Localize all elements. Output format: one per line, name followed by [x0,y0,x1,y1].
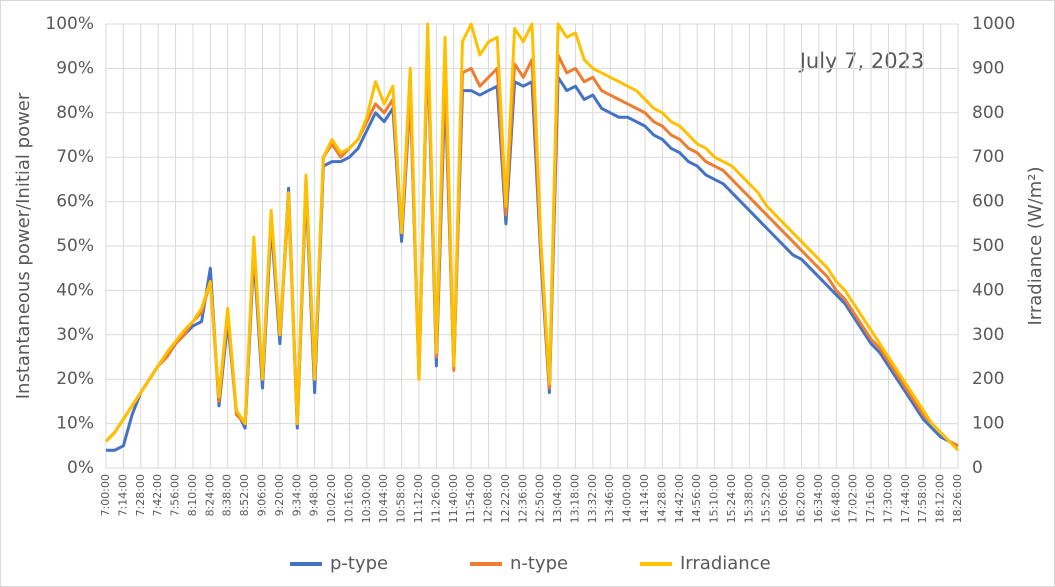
y-tick-label: 0% [67,458,94,478]
x-tick-label: 13:18:00 [568,474,581,523]
x-tick-label: 9:48:00 [308,474,321,516]
x-tick-label: 10:58:00 [395,474,408,523]
x-tick-label: 14:00:00 [621,474,634,523]
x-tick-label: 8:24:00 [203,474,216,516]
y-tick-label: 10% [56,414,94,434]
x-tick-label: 12:08:00 [482,474,495,523]
annotation: July 7, 2023 [798,49,925,73]
x-tick-label: 9:20:00 [273,474,286,516]
y2-tick-label: 1000 [972,14,1015,34]
x-tick-label: 7:00:00 [99,474,112,516]
x-tick-label: 10:16:00 [342,474,355,523]
x-tick-label: 8:52:00 [238,474,251,516]
x-tick-label: 17:58:00 [916,474,929,523]
x-tick-label: 18:26:00 [951,474,964,523]
x-tick-label: 17:02:00 [847,474,860,523]
y-tick-label: 40% [56,280,94,300]
x-tick-label: 16:06:00 [777,474,790,523]
y-tick-label: 50% [56,236,94,256]
x-tick-label: 15:52:00 [760,474,773,523]
x-tick-label: 9:34:00 [290,474,303,516]
legend-label: p-type [330,553,388,574]
y2-tick-label: 700 [972,147,1004,167]
x-tick-label: 7:42:00 [151,474,164,516]
x-tick-label: 18:12:00 [934,474,947,523]
y-tick-label: 90% [56,58,94,78]
y2-tick-label: 800 [972,103,1004,123]
x-tick-label: 17:30:00 [881,474,894,523]
y-tick-label: 80% [56,103,94,123]
x-tick-label: 7:56:00 [169,474,182,516]
y-tick-label: 30% [56,325,94,345]
y2-tick-label: 100 [972,414,1004,434]
y2-tick-label: 600 [972,192,1004,212]
x-tick-label: 12:36:00 [516,474,529,523]
x-tick-label: 11:54:00 [464,474,477,523]
x-tick-label: 15:10:00 [708,474,721,523]
x-tick-label: 13:04:00 [551,474,564,523]
y2-tick-label: 500 [972,236,1004,256]
legend-label: Irradiance [680,553,771,574]
y2-tick-label: 300 [972,325,1004,345]
x-tick-label: 13:32:00 [586,474,599,523]
x-tick-label: 7:14:00 [116,474,129,516]
x-tick-label: 17:44:00 [899,474,912,523]
x-tick-label: 10:02:00 [325,474,338,523]
x-tick-label: 10:30:00 [360,474,373,523]
x-tick-label: 16:20:00 [795,474,808,523]
x-tick-label: 17:16:00 [864,474,877,523]
x-tick-label: 14:42:00 [673,474,686,523]
y2-tick-label: 900 [972,58,1004,78]
x-tick-label: 11:40:00 [447,474,460,523]
x-tick-label: 14:56:00 [690,474,703,523]
y2-tick-label: 0 [972,458,983,478]
x-tick-label: 16:34:00 [812,474,825,523]
x-tick-label: 14:28:00 [655,474,668,523]
legend-label: n-type [510,553,568,574]
y2-tick-label: 400 [972,280,1004,300]
x-tick-label: 12:50:00 [534,474,547,523]
y-tick-label: 70% [56,147,94,167]
x-tick-label: 15:24:00 [725,474,738,523]
x-tick-label: 8:10:00 [186,474,199,516]
x-tick-label: 16:48:00 [829,474,842,523]
x-tick-label: 8:38:00 [221,474,234,516]
x-tick-label: 11:12:00 [412,474,425,523]
series-line [104,22,960,452]
x-tick-label: 10:44:00 [377,474,390,523]
x-tick-label: 7:28:00 [134,474,147,516]
x-tick-label: 13:46:00 [603,474,616,523]
y2-axis-label: Irradiance (W/m²) [1025,166,1046,325]
y-axis-label: Instantaneous power/Initial power [13,92,34,399]
y-tick-label: 60% [56,192,94,212]
x-tick-label: 11:26:00 [429,474,442,523]
x-tick-label: 9:06:00 [255,474,268,516]
y-tick-label: 20% [56,369,94,389]
x-tick-label: 15:38:00 [742,474,755,523]
x-tick-label: 12:22:00 [499,474,512,523]
y-tick-label: 100% [45,14,94,34]
x-tick-label: 14:14:00 [638,474,651,523]
y2-tick-label: 200 [972,369,1004,389]
